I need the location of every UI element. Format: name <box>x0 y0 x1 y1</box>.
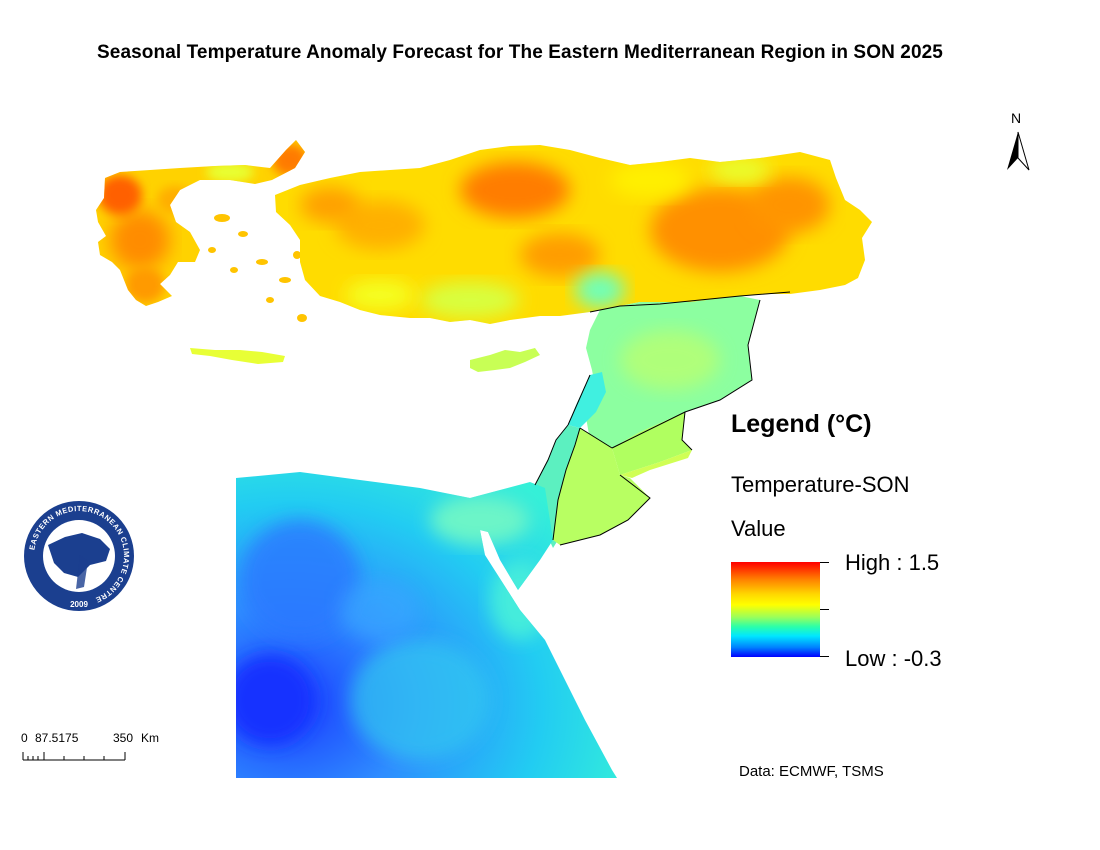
north-arrow-label: N <box>1011 110 1022 126</box>
scale-label-end: 350 <box>113 731 134 745</box>
turkey-region <box>275 145 872 324</box>
legend-tick-low <box>820 656 829 657</box>
scale-bar <box>22 752 126 761</box>
iraq-edge <box>612 412 692 475</box>
north-arrow-icon <box>1007 131 1030 171</box>
scale-label-mid: 87.5175 <box>35 731 79 745</box>
scale-label-zero: 0 <box>21 731 28 745</box>
svg-text:2009: 2009 <box>70 600 88 609</box>
crete-region <box>190 348 285 364</box>
legend-layer-name: Temperature-SON <box>731 472 910 497</box>
legend-tick-mid <box>820 609 829 610</box>
legend-tick-high <box>820 562 829 563</box>
legend-high-label: High : 1.5 <box>845 550 940 575</box>
emcc-logo: EASTERN MEDITERRANEAN CLIMATE CENTRE 200… <box>22 499 136 613</box>
scale-unit: Km <box>141 731 159 745</box>
map-title: Seasonal Temperature Anomaly Forecast fo… <box>97 42 943 63</box>
data-source: Data: ECMWF, TSMS <box>739 763 884 780</box>
saudi-edge <box>620 450 692 478</box>
greece-region <box>96 140 305 306</box>
country-borders <box>534 291 791 546</box>
cyprus-region <box>470 348 540 372</box>
lebanon-region <box>568 372 606 428</box>
jordan-region <box>553 428 650 545</box>
legend-title: Legend (°C) <box>731 410 872 438</box>
legend-field-name: Value <box>731 516 786 541</box>
legend-low-label: Low : -0.3 <box>845 646 942 671</box>
legend-color-ramp <box>731 562 820 657</box>
